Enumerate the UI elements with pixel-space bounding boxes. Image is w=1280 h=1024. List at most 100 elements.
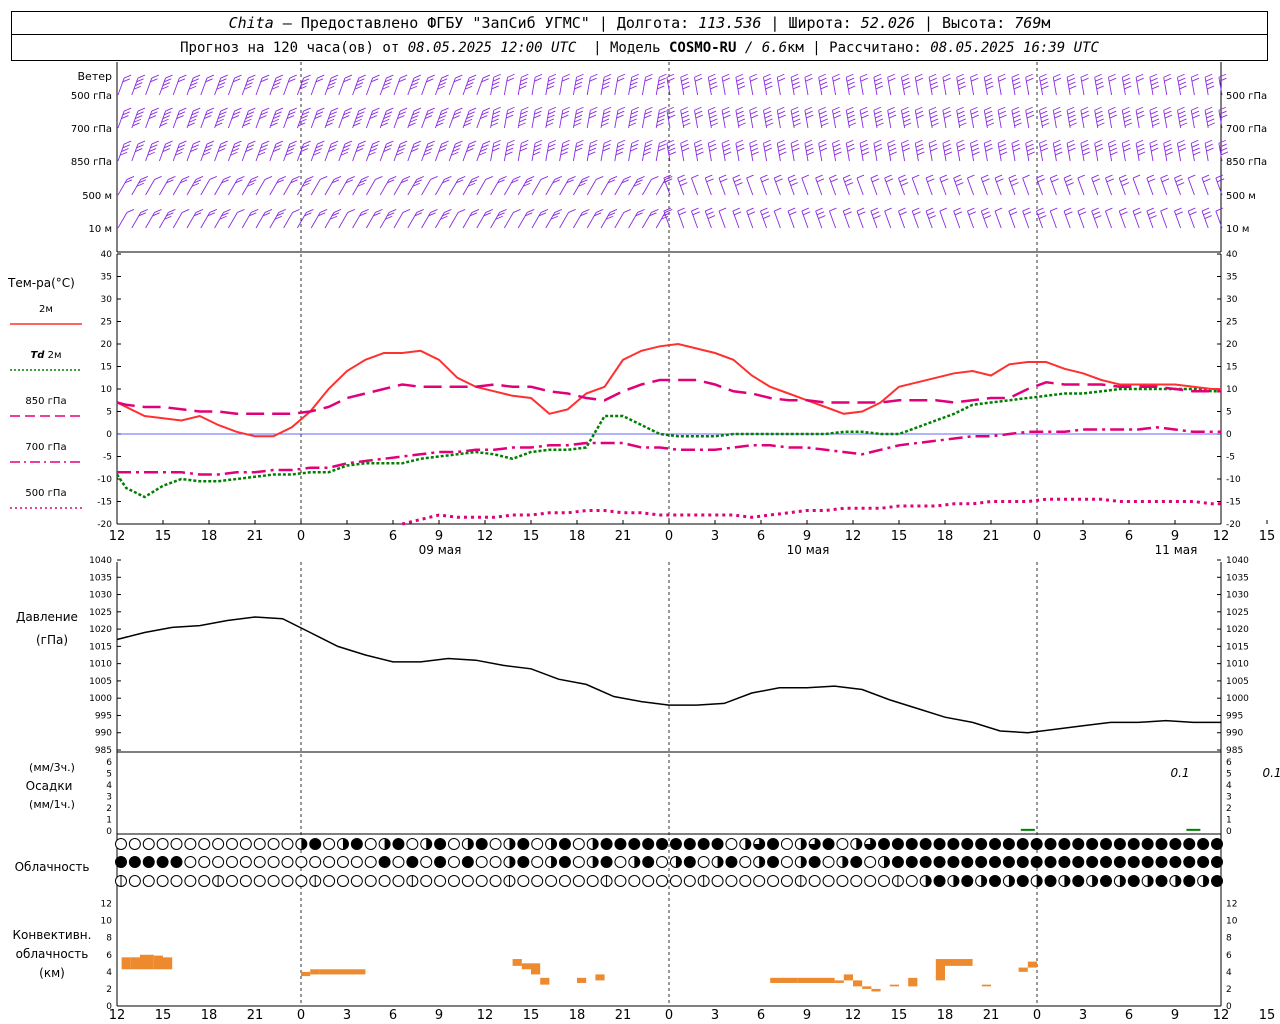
wind-barb-flag — [588, 147, 597, 152]
wind-barb-flag — [1026, 114, 1035, 119]
wind-barb-flag — [427, 140, 435, 145]
wind-barb — [787, 210, 795, 229]
wind-barb-flag — [1014, 122, 1022, 127]
wind-barb — [911, 210, 919, 229]
wind-barb-flag — [659, 106, 667, 111]
cloud-symbol — [420, 856, 433, 868]
wind-barb-flag — [942, 139, 951, 144]
wind-barb-flag — [399, 107, 408, 112]
wind-barb-flag — [682, 118, 690, 123]
wind-barb-flag — [749, 106, 757, 111]
wind-barb-flag — [499, 208, 507, 213]
wind-barb-flag — [574, 85, 582, 90]
cloud-symbol — [739, 875, 752, 887]
wind-barb — [1218, 143, 1223, 162]
wind-barb-flag — [1122, 77, 1131, 82]
wind-barb-flag — [848, 122, 857, 127]
wind-barb-flag — [1026, 147, 1035, 152]
wind-barb — [310, 212, 321, 229]
wind-barb-flag — [925, 207, 934, 212]
wind-barb-flag — [122, 111, 130, 116]
wind-barb-flag — [540, 208, 549, 213]
day-label: 09 мая — [419, 543, 462, 557]
wind-barb — [1163, 110, 1168, 129]
conv-tick-label-right: 4 — [1226, 968, 1232, 978]
wind-barb-flag — [317, 107, 325, 112]
wind-barb-flag — [482, 107, 491, 112]
cloud-symbol-fill — [684, 856, 696, 868]
wind-barb-flag — [885, 178, 894, 183]
wind-barb — [186, 77, 194, 96]
wind-barb — [572, 110, 577, 129]
cloud-symbol-fill — [1128, 856, 1140, 868]
wind-barb-flag — [631, 106, 639, 111]
cloud-symbol — [239, 838, 252, 850]
wind-barb-flag — [246, 111, 255, 116]
wind-barb-flag — [1122, 143, 1131, 148]
cloud-symbol-fill — [1156, 875, 1168, 887]
wind-barb-flag — [1122, 106, 1130, 111]
wind-barb-flag — [1220, 151, 1229, 156]
wind-barb-flag — [1067, 110, 1075, 115]
wind-barb-flag — [582, 175, 590, 180]
wind-barb-flag — [395, 151, 404, 156]
wind-barb — [983, 143, 988, 162]
wind-barb-flag — [970, 73, 978, 78]
wind-barb-flag — [215, 122, 223, 127]
wind-barb — [1066, 77, 1071, 96]
cloud-symbol — [184, 838, 197, 850]
cloud-symbol-fill — [1008, 875, 1015, 887]
wind-barb — [228, 179, 238, 196]
wind-barb-flag — [846, 110, 855, 115]
wind-barb — [131, 143, 139, 162]
wind-barb — [255, 77, 263, 96]
wind-barb-flag — [427, 74, 435, 79]
cloud-symbol — [336, 875, 349, 887]
cloud-symbol-fill — [1128, 838, 1140, 850]
cloud-symbol-fill — [143, 856, 155, 868]
precip-tick-label-right: 6 — [1226, 758, 1232, 768]
wind-barb-flag — [1122, 110, 1131, 115]
wind-barb-flag — [357, 111, 365, 116]
wind-barb — [407, 110, 415, 129]
temp-tick-label-right: -15 — [1226, 498, 1241, 508]
wind-barb-flag — [191, 144, 199, 149]
wind-barb — [614, 179, 625, 196]
wind-barb-flag — [1063, 174, 1072, 179]
wind-barb — [815, 177, 823, 196]
wind-barb — [517, 143, 522, 162]
wind-barb-flag — [602, 147, 610, 152]
wind-barb-flag — [657, 147, 666, 152]
conv-bar — [540, 977, 550, 985]
wind-barb — [970, 143, 975, 162]
wind-barb-flag — [384, 78, 393, 83]
wind-barb-flag — [667, 77, 675, 82]
wind-barb-flag — [313, 151, 321, 156]
wind-barb-flag — [746, 174, 754, 179]
cloud-symbol-fill — [309, 838, 321, 850]
wind-barb-flag — [1110, 151, 1118, 156]
wind-barb — [691, 177, 699, 196]
wind-barb-flag — [1191, 143, 1200, 148]
wind-barb-flag — [532, 151, 541, 156]
wind-barb-flag — [644, 77, 653, 82]
wind-barb — [1091, 210, 1099, 229]
wind-barb-flag — [735, 106, 744, 111]
cloud-symbol-fill — [850, 856, 862, 868]
wind-barb-flag — [1204, 139, 1213, 144]
wind-barb-flag — [538, 212, 547, 217]
wind-barb-flag — [1178, 81, 1187, 86]
wind-barb-flag — [368, 151, 376, 156]
wind-barb-flag — [207, 212, 215, 217]
wind-barb — [559, 77, 564, 96]
wind-barb-flag — [944, 114, 952, 119]
wind-barb-flag — [1068, 118, 1077, 123]
wind-level-label: 500 м — [82, 191, 112, 202]
wind-barb-flag — [630, 147, 638, 152]
wind-barb-flag — [694, 106, 702, 111]
wind-level-label: 700 гПа — [71, 124, 112, 135]
wind-barb-flag — [344, 74, 353, 79]
wind-barb — [707, 143, 712, 162]
temp-series-line — [116, 378, 1221, 416]
wind-barb-flag — [217, 82, 226, 86]
